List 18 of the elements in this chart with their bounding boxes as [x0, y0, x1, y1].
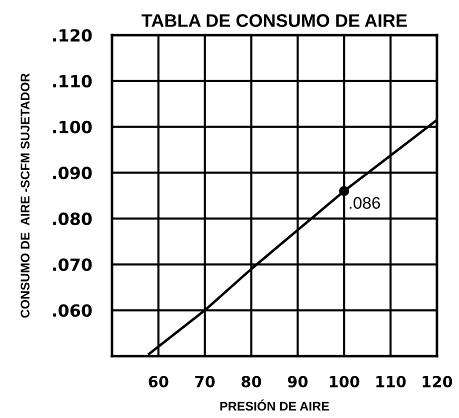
annotation: .086 — [350, 197, 380, 209]
y-tick-label: .100 — [53, 120, 92, 134]
x-tick-label: 90 — [288, 376, 308, 388]
x-tick-label: 120 — [422, 376, 452, 388]
x-tick-label: 100 — [330, 376, 360, 388]
x-tick-label: 110 — [376, 376, 406, 388]
y-tick-label: .120 — [53, 29, 92, 42]
x-tick-label: 80 — [242, 376, 262, 388]
y-tick-label: .080 — [53, 212, 92, 226]
x-tick-label: 60 — [148, 376, 168, 388]
x-tick-label: 70 — [195, 376, 215, 388]
y-tick-label: .090 — [53, 166, 92, 180]
x-axis-title: PRESIÓN DE AIRE — [220, 399, 329, 411]
y-tick-label: .110 — [53, 74, 92, 88]
chart-title: TABLA DE CONSUMO DE AIRE — [142, 14, 407, 27]
y-tick-label: .070 — [53, 258, 92, 271]
y-axis-title: CONSUMO DE AIRE -SCFM SUJETADOR — [20, 73, 30, 318]
y-tick-label: .060 — [53, 304, 92, 317]
